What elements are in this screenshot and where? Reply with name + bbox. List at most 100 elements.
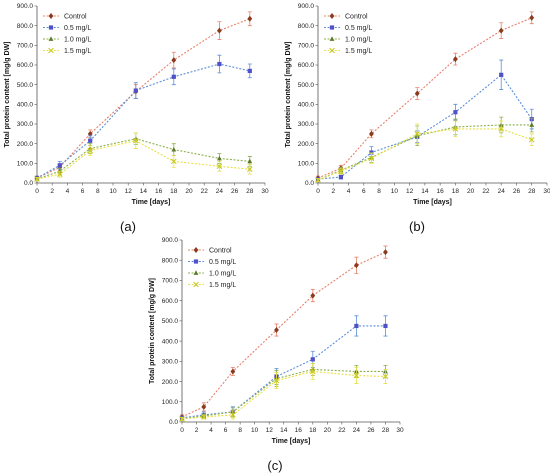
- legend-entry: 0.5 mg/L: [345, 25, 372, 32]
- x-tick-label: 6: [224, 427, 228, 434]
- legend-marker: [193, 270, 199, 275]
- y-axis-label: Total protein content [mg/g DW]: [149, 278, 156, 384]
- data-point: [310, 357, 315, 362]
- x-tick-label: 10: [251, 427, 259, 434]
- legend-entry: 1.5 mg/L: [345, 48, 372, 55]
- x-tick-label: 12: [406, 188, 414, 195]
- legend-marker: [329, 13, 335, 19]
- data-point: [201, 403, 207, 410]
- x-tick-label: 24: [498, 188, 506, 195]
- series-1-5-mg-l: [179, 362, 389, 422]
- x-tick-label: 28: [528, 188, 536, 195]
- y-tick-label: 100.0: [298, 161, 315, 168]
- x-tick-label: 28: [382, 427, 390, 434]
- legend-marker: [48, 36, 54, 41]
- data-point: [338, 168, 344, 174]
- data-point: [217, 27, 222, 34]
- y-tick-label: 100.0: [162, 399, 179, 406]
- x-tick-label: 22: [201, 188, 209, 195]
- data-point: [133, 88, 138, 93]
- data-point: [338, 175, 343, 180]
- series-0-5-mg-l: [34, 54, 252, 181]
- y-tick-label: 900.0: [298, 3, 315, 10]
- legend-entry: 1.0 mg/L: [64, 37, 91, 44]
- data-point: [353, 372, 360, 379]
- legend-marker: [193, 281, 199, 288]
- y-tick-label: 0.0: [305, 180, 314, 187]
- x-tick-label: 20: [467, 188, 475, 195]
- legend-entry: 1.5 mg/L: [209, 282, 236, 289]
- data-point: [310, 292, 316, 299]
- y-tick-label: 300.0: [162, 359, 179, 366]
- legend-entry: Control: [64, 14, 87, 21]
- x-tick-label: 16: [437, 188, 445, 195]
- x-tick-label: 20: [324, 427, 332, 434]
- data-point: [87, 147, 93, 154]
- y-tick-label: 0.0: [24, 180, 33, 187]
- legend-marker: [48, 25, 54, 30]
- y-tick-label: 800.0: [17, 23, 34, 30]
- data-point: [453, 56, 458, 63]
- x-axis-label: Time [days]: [413, 199, 452, 206]
- panel-label: (a): [120, 219, 136, 234]
- x-tick-label: 4: [347, 188, 351, 195]
- chart-panel-2: 0.0100.0200.0300.0400.0500.0600.0700.080…: [285, 3, 550, 234]
- x-tick-label: 18: [309, 427, 317, 434]
- data-point: [354, 262, 359, 269]
- y-tick-label: 500.0: [162, 318, 179, 325]
- y-tick-label: 900.0: [162, 237, 179, 244]
- y-tick-label: 700.0: [17, 43, 34, 50]
- data-point: [383, 323, 388, 329]
- x-tick-label: 18: [170, 188, 178, 195]
- data-point: [382, 373, 389, 380]
- chart-panel-3: 0.0100.0200.0300.0400.0500.0600.0700.080…: [149, 237, 404, 473]
- x-tick-label: 6: [81, 188, 85, 195]
- legend-marker: [329, 47, 335, 54]
- legend-entry: 1.0 mg/L: [209, 271, 236, 278]
- data-point: [216, 163, 223, 170]
- y-tick-label: 700.0: [298, 43, 315, 50]
- x-tick-label: 2: [50, 188, 54, 195]
- data-point: [273, 377, 280, 384]
- x-tick-label: 2: [331, 188, 335, 195]
- legend-marker: [48, 13, 54, 19]
- data-point: [529, 14, 535, 21]
- x-tick-label: 2: [195, 427, 199, 434]
- y-tick-label: 800.0: [162, 257, 179, 264]
- data-point: [201, 414, 207, 420]
- data-point: [179, 416, 185, 422]
- legend-marker: [193, 259, 199, 264]
- y-tick-label: 100.0: [17, 161, 34, 168]
- y-tick-label: 600.0: [162, 298, 179, 305]
- x-tick-label: 30: [261, 188, 269, 195]
- y-tick-label: 400.0: [162, 338, 179, 345]
- legend-entry: Control: [209, 248, 232, 255]
- x-tick-label: 10: [109, 188, 117, 195]
- y-axis-label: Total protein content [mg/g DW]: [285, 41, 292, 147]
- legend-entry: Control: [345, 14, 368, 21]
- x-tick-label: 14: [140, 188, 148, 195]
- x-tick-label: 22: [338, 427, 346, 434]
- x-axis-label: Time [days]: [272, 438, 311, 445]
- data-point: [310, 368, 316, 375]
- data-point: [247, 68, 252, 73]
- x-tick-label: 26: [367, 427, 375, 434]
- data-point: [414, 90, 420, 97]
- x-tick-label: 0: [316, 188, 320, 195]
- data-point: [453, 110, 458, 115]
- y-tick-label: 700.0: [162, 278, 179, 285]
- y-tick-label: 500.0: [298, 82, 315, 89]
- x-tick-label: 10: [391, 188, 399, 195]
- panel-label: (b): [409, 219, 425, 234]
- data-point: [230, 368, 236, 375]
- data-point: [452, 126, 459, 132]
- data-point: [368, 155, 375, 162]
- data-point: [57, 163, 62, 168]
- legend-marker: [329, 36, 335, 41]
- y-tick-label: 800.0: [298, 23, 315, 30]
- data-point: [247, 158, 253, 164]
- x-tick-label: 30: [543, 188, 550, 195]
- data-point: [230, 412, 236, 418]
- data-point: [88, 138, 93, 143]
